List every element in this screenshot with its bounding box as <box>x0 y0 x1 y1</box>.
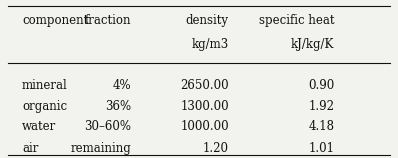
Text: 4.18: 4.18 <box>308 120 334 133</box>
Text: remaining: remaining <box>70 142 131 155</box>
Text: air: air <box>22 142 38 155</box>
Text: kJ/kg/K: kJ/kg/K <box>291 38 334 51</box>
Text: component: component <box>22 14 88 27</box>
Text: specific heat: specific heat <box>259 14 334 27</box>
Text: fraction: fraction <box>85 14 131 27</box>
Text: 2650.00: 2650.00 <box>180 79 229 92</box>
Text: 4%: 4% <box>113 79 131 92</box>
Text: organic: organic <box>22 100 67 112</box>
Text: 0.90: 0.90 <box>308 79 334 92</box>
Text: 36%: 36% <box>105 100 131 112</box>
Text: water: water <box>22 120 56 133</box>
Text: 1300.00: 1300.00 <box>180 100 229 112</box>
Text: kg/m3: kg/m3 <box>191 38 229 51</box>
Text: 1.20: 1.20 <box>203 142 229 155</box>
Text: mineral: mineral <box>22 79 68 92</box>
Text: 30–60%: 30–60% <box>84 120 131 133</box>
Text: density: density <box>186 14 229 27</box>
Text: 1000.00: 1000.00 <box>180 120 229 133</box>
Text: 1.92: 1.92 <box>308 100 334 112</box>
Text: 1.01: 1.01 <box>308 142 334 155</box>
